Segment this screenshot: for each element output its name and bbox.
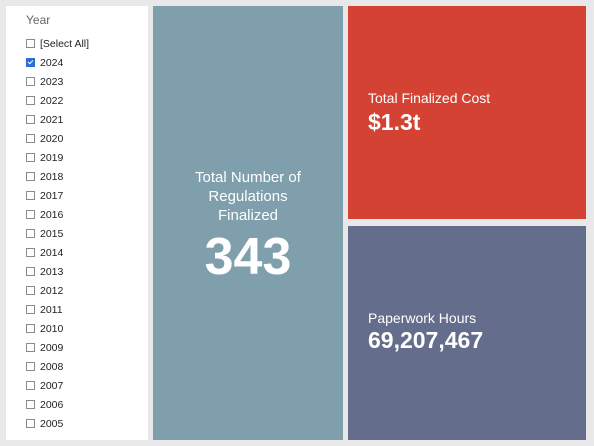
- year-option-label: 2005: [40, 417, 64, 430]
- year-option-2012[interactable]: 2012: [26, 281, 89, 300]
- year-option-2022[interactable]: 2022: [26, 91, 89, 110]
- finalized-cost-title: Total Finalized Cost: [368, 90, 491, 106]
- year-option-label: [Select All]: [40, 37, 90, 50]
- year-option-2010[interactable]: 2010: [26, 319, 89, 338]
- year-option-2009[interactable]: 2009: [26, 338, 89, 357]
- year-option-2018[interactable]: 2018: [26, 167, 89, 186]
- filter-title: Year: [26, 13, 51, 27]
- year-checkbox[interactable]: [26, 210, 35, 219]
- year-option-2006[interactable]: 2006: [26, 395, 89, 414]
- year-option-label: 2023: [40, 75, 64, 88]
- paperwork-hours-card[interactable]: Paperwork Hours 69,207,467: [348, 226, 586, 440]
- year-option-label: 2010: [40, 322, 64, 335]
- year-option-label: 2015: [40, 227, 64, 240]
- regulations-title-line: Total Number of: [195, 169, 301, 186]
- year-option-label: 2013: [40, 265, 64, 278]
- year-checkbox[interactable]: [26, 153, 35, 162]
- year-option-label: 2024: [40, 56, 64, 69]
- year-checkbox[interactable]: [26, 229, 35, 238]
- year-option-2020[interactable]: 2020: [26, 129, 89, 148]
- year-option-2024[interactable]: 2024: [26, 53, 89, 72]
- year-option-label: 2020: [40, 132, 64, 145]
- year-option-label: 2011: [40, 303, 63, 316]
- year-checkbox[interactable]: [26, 305, 35, 314]
- year-option-label: 2012: [40, 284, 64, 297]
- year-option-select-all[interactable]: [Select All]: [26, 34, 89, 53]
- regulations-card-value: 343: [204, 228, 292, 286]
- year-option-2013[interactable]: 2013: [26, 262, 89, 281]
- paperwork-hours-value: 69,207,467: [368, 327, 484, 353]
- finalized-cost-card[interactable]: Total Finalized Cost $1.3t: [348, 6, 586, 219]
- year-checkbox[interactable]: [26, 267, 35, 276]
- year-checkbox[interactable]: [26, 400, 35, 409]
- year-filter-list: [Select All] 2024 2023 2022 2021 2020 2019 2018…: [26, 34, 89, 433]
- regulations-card-title: Total Number of Regulations Finalized: [153, 168, 343, 225]
- year-checkbox[interactable]: [26, 324, 35, 333]
- regulations-title-line: Regulations: [208, 188, 288, 205]
- year-option-label: 2017: [40, 189, 64, 202]
- year-option-2017[interactable]: 2017: [26, 186, 89, 205]
- year-option-label: 2006: [40, 398, 64, 411]
- year-checkbox[interactable]: [26, 115, 35, 124]
- year-checkbox[interactable]: [26, 96, 35, 105]
- year-option-label: 2008: [40, 360, 64, 373]
- year-option-2023[interactable]: 2023: [26, 72, 89, 91]
- year-option-2015[interactable]: 2015: [26, 224, 89, 243]
- year-option-label: 2021: [40, 113, 64, 126]
- year-checkbox[interactable]: [26, 286, 35, 295]
- year-option-2016[interactable]: 2016: [26, 205, 89, 224]
- year-option-2005[interactable]: 2005: [26, 414, 89, 433]
- regulations-card[interactable]: Total Number of Regulations Finalized 34…: [153, 6, 343, 440]
- year-option-2021[interactable]: 2021: [26, 110, 89, 129]
- year-option-2019[interactable]: 2019: [26, 148, 89, 167]
- year-option-label: 2014: [40, 246, 64, 259]
- year-checkbox[interactable]: [26, 134, 35, 143]
- year-option-label: 2009: [40, 341, 64, 354]
- year-checkbox[interactable]: [26, 381, 35, 390]
- year-checkbox[interactable]: [26, 77, 35, 86]
- regulations-title-line: Finalized: [217, 207, 279, 224]
- paperwork-hours-title: Paperwork Hours: [368, 310, 477, 326]
- year-checkbox[interactable]: [26, 58, 35, 67]
- year-option-label: 2016: [40, 208, 64, 221]
- year-checkbox[interactable]: [26, 419, 35, 428]
- year-option-2008[interactable]: 2008: [26, 357, 89, 376]
- year-checkbox[interactable]: [26, 362, 35, 371]
- year-option-2014[interactable]: 2014: [26, 243, 89, 262]
- year-checkbox[interactable]: [26, 39, 35, 48]
- year-filter-panel: Year [Select All] 2024 2023 2022 2021 2020 201…: [6, 6, 148, 440]
- year-checkbox[interactable]: [26, 191, 35, 200]
- finalized-cost-value: $1.3t: [368, 109, 421, 135]
- year-checkbox[interactable]: [26, 172, 35, 181]
- year-option-label: 2007: [40, 379, 64, 392]
- year-option-2011[interactable]: 2011: [26, 300, 89, 319]
- year-checkbox[interactable]: [26, 248, 35, 257]
- year-option-label: 2018: [40, 170, 64, 183]
- year-checkbox[interactable]: [26, 343, 35, 352]
- year-option-2007[interactable]: 2007: [26, 376, 89, 395]
- year-option-label: 2022: [40, 94, 64, 107]
- year-option-label: 2019: [40, 151, 64, 164]
